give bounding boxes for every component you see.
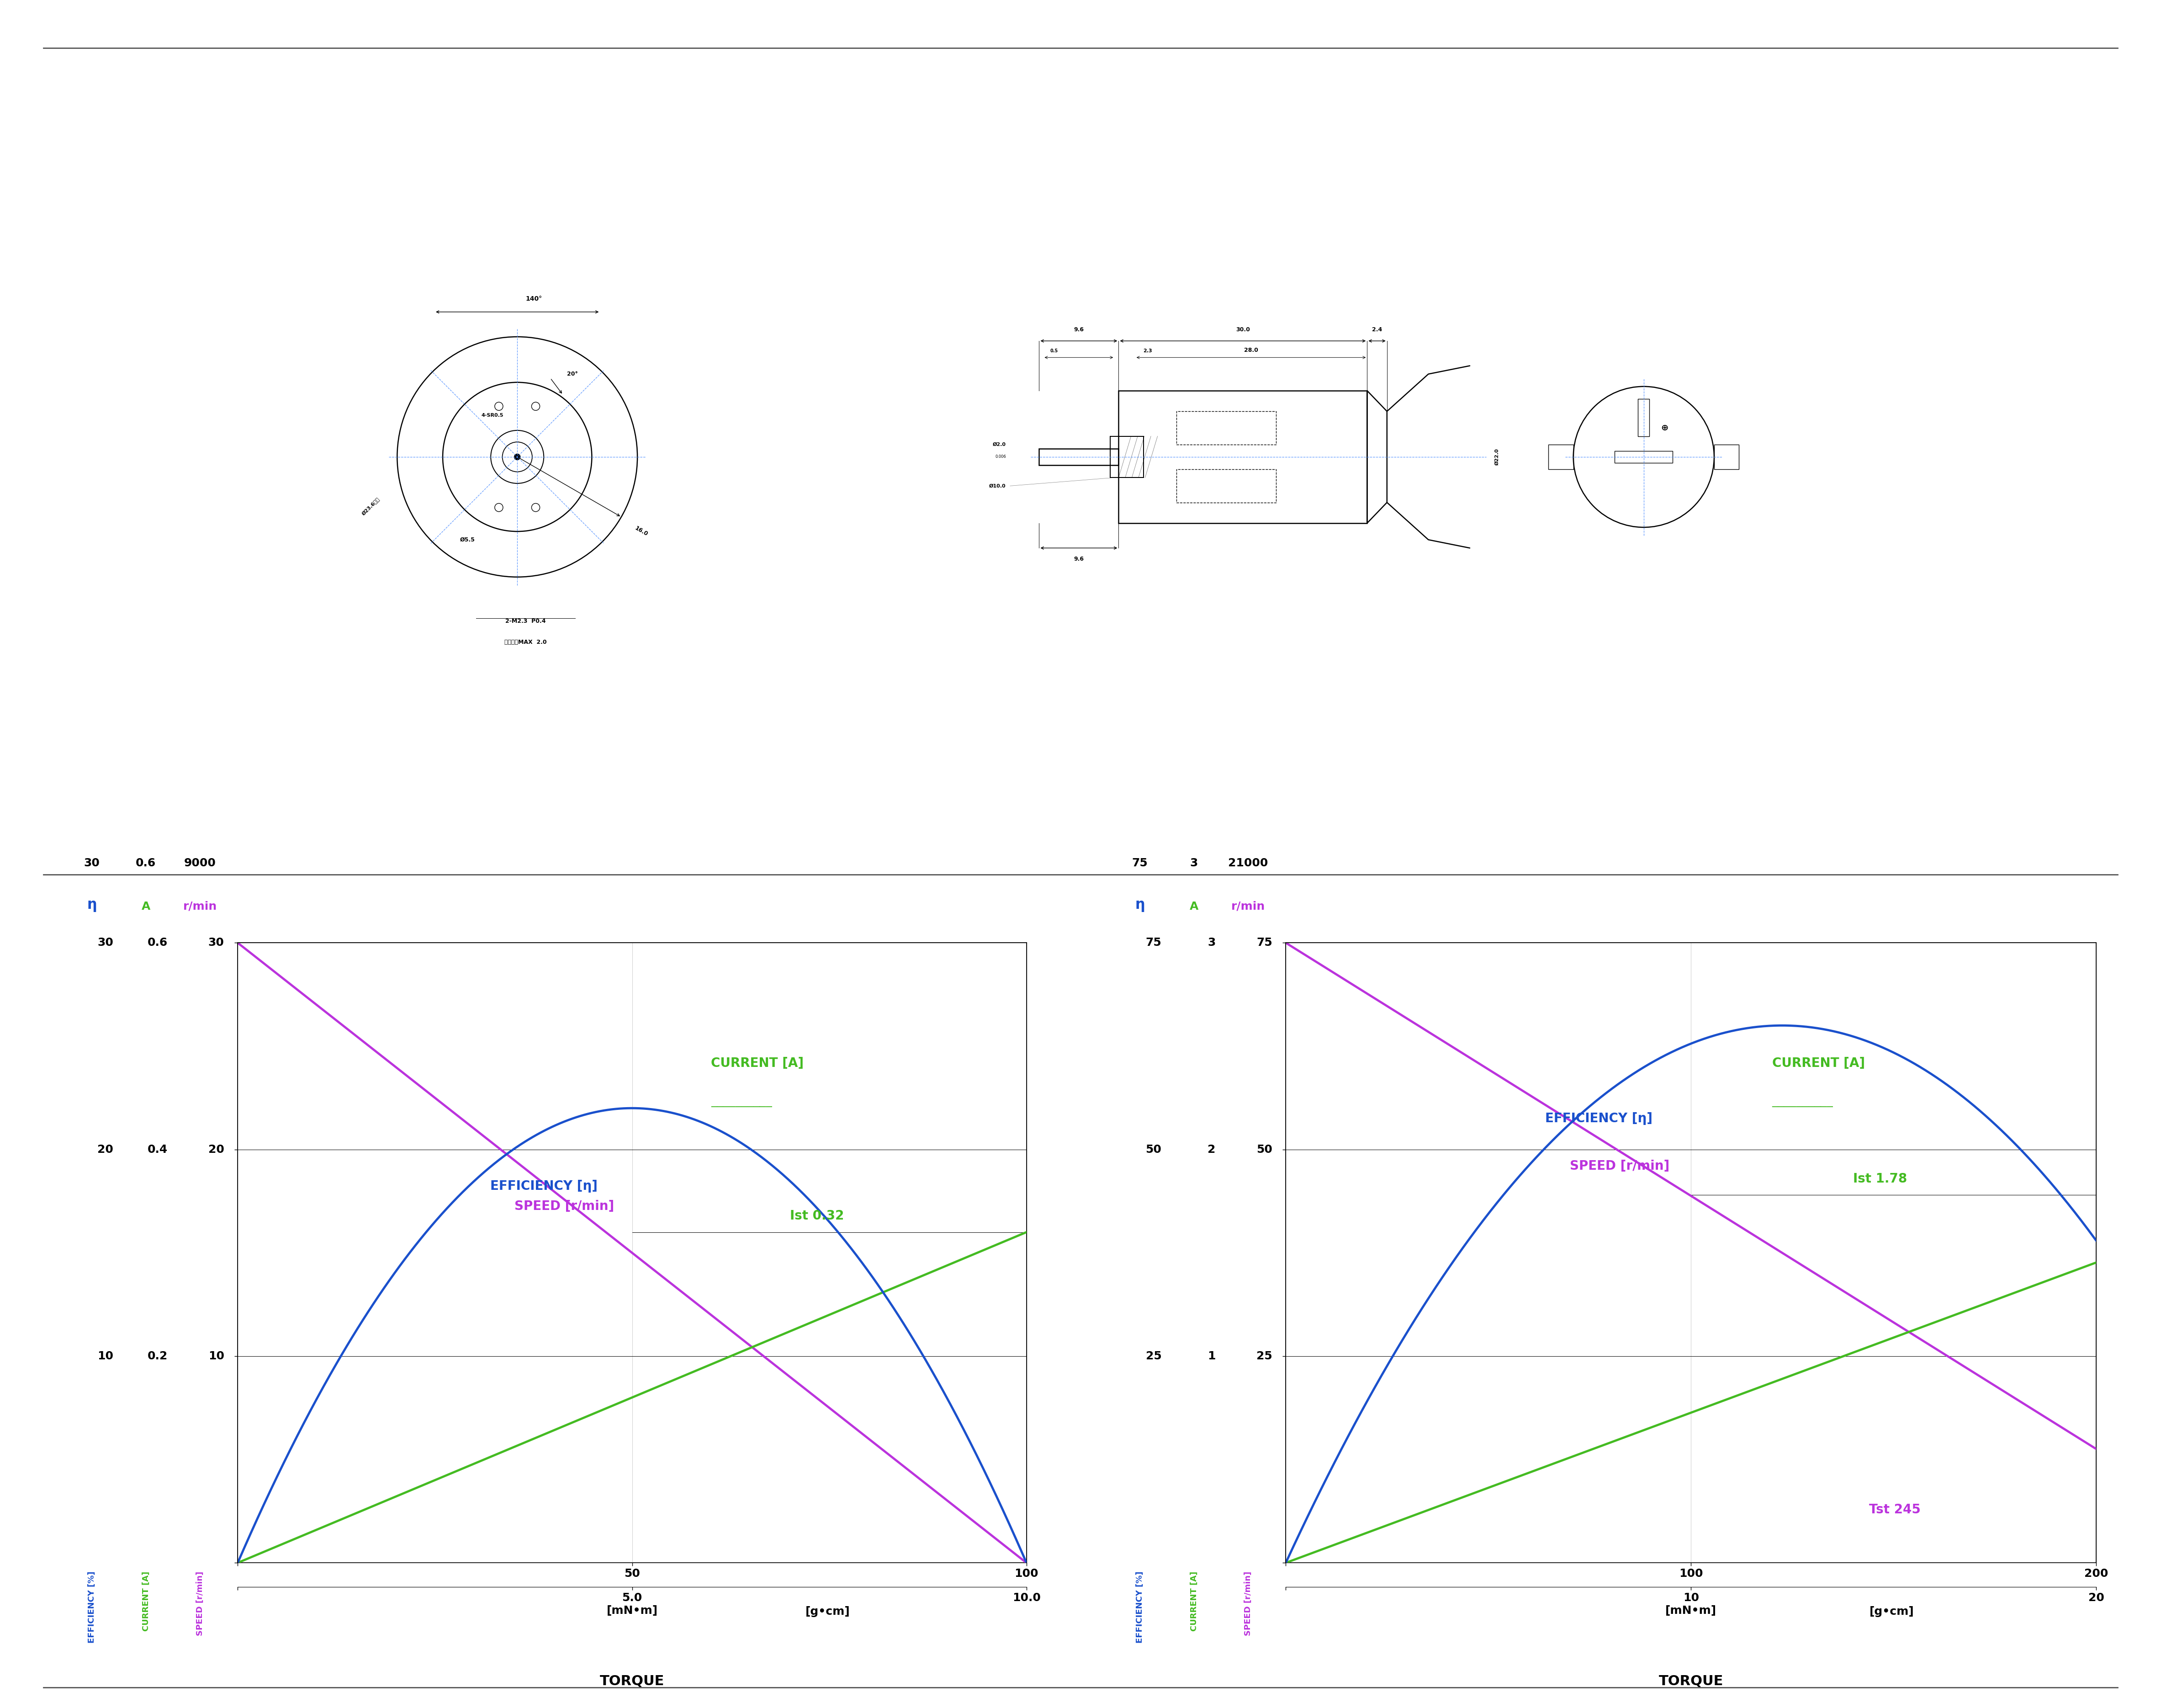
Text: 25: 25	[1145, 1351, 1163, 1361]
Text: 75: 75	[1132, 857, 1147, 868]
Text: TORQUE: TORQUE	[601, 1674, 663, 1688]
Text: A: A	[140, 900, 151, 912]
Text: 2.4: 2.4	[1372, 326, 1383, 333]
Text: EFFICIENCY [η]: EFFICIENCY [η]	[491, 1180, 596, 1192]
Text: 25: 25	[1256, 1351, 1273, 1361]
Text: CURRENT [A]: CURRENT [A]	[1191, 1571, 1197, 1631]
Text: 30: 30	[84, 857, 99, 868]
Text: ネジ深さMAX  2.0: ネジ深さMAX 2.0	[504, 639, 547, 646]
Text: FMR2230 R4B: FMR2230 R4B	[80, 888, 268, 912]
Text: 0.4: 0.4	[147, 1144, 169, 1155]
Text: η: η	[86, 898, 97, 912]
Text: Ist 1.78: Ist 1.78	[1852, 1172, 1906, 1185]
Text: [g•cm]: [g•cm]	[1869, 1606, 1915, 1617]
Text: A: A	[1189, 900, 1199, 912]
Bar	[1111, 436, 1143, 478]
Text: CURRENT [A]: CURRENT [A]	[711, 1057, 804, 1069]
Text: r/min: r/min	[1232, 900, 1264, 912]
Text: 50: 50	[1256, 1144, 1273, 1155]
Bar	[1549, 444, 1573, 470]
Text: ──────────: ──────────	[1772, 1103, 1833, 1112]
Text: EFFICIENCY [η]: EFFICIENCY [η]	[1545, 1112, 1653, 1126]
Text: 0.6: 0.6	[136, 857, 156, 868]
Text: CURRENT [A]: CURRENT [A]	[143, 1571, 149, 1631]
Bar	[1614, 451, 1673, 463]
Text: ⊕: ⊕	[1660, 424, 1668, 432]
Text: η: η	[1135, 898, 1145, 912]
Text: 75: 75	[1256, 938, 1273, 948]
X-axis label: [mN•m]: [mN•m]	[1666, 1606, 1716, 1616]
Text: 10: 10	[207, 1351, 225, 1361]
Text: FMR2230 R2C: FMR2230 R2C	[1128, 888, 1316, 912]
Bar	[1119, 391, 1368, 523]
Text: Ø5.5: Ø5.5	[460, 536, 475, 543]
Text: EFFICIENCY [%]: EFFICIENCY [%]	[1137, 1571, 1143, 1643]
Text: Ø10.0: Ø10.0	[990, 483, 1007, 488]
Text: 20: 20	[207, 1144, 225, 1155]
Text: EFFICIENCY [%]: EFFICIENCY [%]	[89, 1571, 95, 1643]
Text: 20: 20	[97, 1144, 112, 1155]
Text: 10: 10	[97, 1351, 112, 1361]
Text: 21000: 21000	[1227, 857, 1269, 868]
Text: 3: 3	[1208, 938, 1217, 948]
Text: 30.0: 30.0	[1236, 326, 1249, 333]
Text: 9.6: 9.6	[1074, 326, 1085, 333]
Text: 3: 3	[1191, 857, 1197, 868]
Text: Ø22.0: Ø22.0	[1495, 449, 1500, 465]
Text: r/min: r/min	[184, 900, 216, 912]
Text: Ø23.6以下: Ø23.6以下	[361, 497, 380, 516]
Text: 50: 50	[1145, 1144, 1163, 1155]
Text: 2: 2	[1208, 1144, 1217, 1155]
Bar	[1638, 400, 1649, 436]
Text: 0.5: 0.5	[1050, 348, 1059, 354]
Text: SPEED [r/min]: SPEED [r/min]	[1569, 1160, 1670, 1173]
Text: Ist 0.32: Ist 0.32	[791, 1209, 845, 1223]
Text: Tst 245: Tst 245	[1869, 1503, 1921, 1517]
Text: 16.0: 16.0	[633, 526, 648, 538]
Text: 1: 1	[1208, 1351, 1217, 1361]
Bar	[1039, 449, 1119, 465]
Text: 4-SR0.5: 4-SR0.5	[482, 413, 504, 418]
Text: 0.6: 0.6	[147, 938, 169, 948]
Text: ──────────: ──────────	[711, 1103, 771, 1112]
Text: TORQUE: TORQUE	[1660, 1674, 1722, 1688]
Text: 2-M2.3  P0.4: 2-M2.3 P0.4	[506, 618, 547, 625]
Text: 24V: 24V	[2051, 888, 2103, 912]
Text: 20°: 20°	[566, 371, 577, 377]
Bar	[1714, 444, 1740, 470]
Text: 24V: 24V	[981, 888, 1033, 912]
Text: SPEED [r/min]: SPEED [r/min]	[197, 1571, 203, 1636]
Circle shape	[514, 454, 521, 459]
Bar	[1176, 412, 1275, 444]
Text: 9.6: 9.6	[1074, 557, 1085, 562]
Text: 2.3: 2.3	[1143, 348, 1152, 354]
Text: [g•cm]: [g•cm]	[806, 1606, 849, 1617]
Text: 9000: 9000	[184, 857, 216, 868]
Text: 75: 75	[1145, 938, 1163, 948]
Text: SPEED [r/min]: SPEED [r/min]	[1245, 1571, 1251, 1636]
Text: 0.006: 0.006	[994, 454, 1007, 459]
Text: SPEED [r/min]: SPEED [r/min]	[514, 1199, 614, 1213]
Text: 30: 30	[97, 938, 112, 948]
Text: CURRENT [A]: CURRENT [A]	[1772, 1057, 1865, 1069]
Text: Ø2.0: Ø2.0	[992, 442, 1007, 447]
Text: 140°: 140°	[525, 295, 542, 302]
Text: 0.2: 0.2	[147, 1351, 169, 1361]
Bar	[1176, 470, 1275, 502]
Text: 30: 30	[207, 938, 225, 948]
X-axis label: [mN•m]: [mN•m]	[607, 1606, 657, 1616]
Text: 28.0: 28.0	[1245, 347, 1258, 354]
